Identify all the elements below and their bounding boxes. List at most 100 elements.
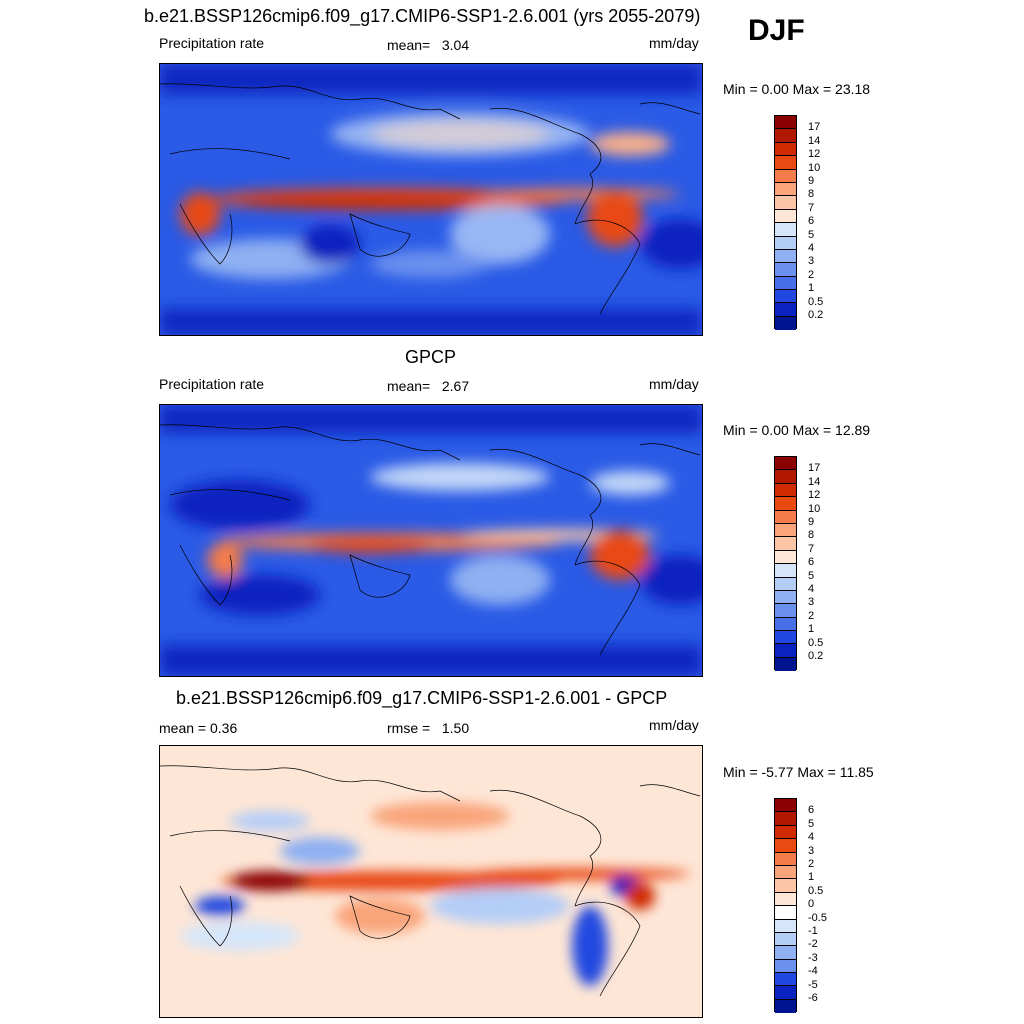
colorbar-tick-label: 3 — [808, 596, 815, 609]
colorbar-tick-label: -5 — [808, 978, 818, 991]
panel-1-colorbar — [774, 115, 797, 331]
panel-2-stat-value: 2.67 — [441, 378, 470, 394]
panel-1-units: mm/day — [649, 35, 699, 51]
colorbar-tick-label: -4 — [808, 965, 818, 978]
panel-2-units: mm/day — [649, 376, 699, 392]
colorbar-swatch — [775, 303, 796, 317]
panel-1-variable-label: Precipitation rate — [159, 35, 265, 51]
colorbar-tick-label: 9 — [808, 175, 815, 187]
colorbar-tick-label: 2 — [808, 268, 815, 281]
panel-3-colorbar — [774, 798, 797, 1014]
colorbar-tick-label: 14 — [808, 134, 821, 147]
colorbar-swatch — [775, 182, 796, 197]
colorbar-swatch — [775, 644, 796, 658]
colorbar-swatch — [775, 657, 796, 672]
colorbar-tick-label: 6 — [808, 556, 815, 569]
panel-3-stat: rmse = 1.50 — [387, 720, 469, 736]
colorbar-tick-label: 8 — [808, 529, 815, 542]
colorbar-swatch — [775, 564, 796, 578]
panel-3-stat-value: 1.50 — [441, 720, 470, 736]
colorbar-swatch — [775, 457, 796, 471]
colorbar-tick-label: 17 — [808, 462, 821, 475]
colorbar-swatch — [775, 537, 796, 551]
colorbar-swatch — [775, 932, 796, 947]
colorbar-swatch — [775, 839, 796, 853]
colorbar-swatch — [775, 865, 796, 880]
colorbar-swatch — [775, 973, 796, 987]
panel-2-variable-label: Precipitation rate — [159, 376, 265, 392]
colorbar-tick-label: 3 — [808, 255, 815, 268]
colorbar-swatch — [775, 290, 796, 304]
colorbar-tick-label: 4 — [808, 242, 815, 254]
panel-1-stat-value: 3.04 — [441, 37, 470, 53]
colorbar-tick-label: -0.5 — [808, 911, 827, 924]
colorbar-tick-label: 8 — [808, 188, 815, 201]
colorbar-swatch — [775, 631, 796, 645]
colorbar-tick-label: 0.2 — [808, 309, 824, 321]
panel-3-map — [159, 745, 703, 1018]
panel-1-title: b.e21.BSSP126cmip6.f09_g17.CMIP6-SSP1-2.… — [144, 6, 701, 26]
colorbar-tick-label: 0.5 — [808, 884, 824, 897]
colorbar-swatch — [775, 946, 796, 960]
colorbar-swatch — [775, 879, 796, 893]
panel-3-title: b.e21.BSSP126cmip6.f09_g17.CMIP6-SSP1-2.… — [176, 688, 668, 708]
season-label: DJF — [748, 14, 805, 47]
colorbar-tick-label: 5 — [808, 817, 815, 830]
colorbar-tick-label: 9 — [808, 516, 815, 528]
colorbar-swatch — [775, 919, 796, 933]
colorbar-tick-label: 3 — [808, 844, 815, 857]
colorbar-swatch — [775, 497, 796, 511]
colorbar-swatch — [775, 577, 796, 591]
colorbar-tick-label: 0.2 — [808, 650, 824, 662]
panel-1-map — [159, 63, 703, 336]
panel-3-units: mm/day — [649, 717, 699, 733]
colorbar-swatch — [775, 276, 796, 291]
colorbar-tick-label: 5 — [808, 569, 815, 582]
colorbar-tick-label: 5 — [808, 228, 815, 241]
colorbar-tick-label: -1 — [808, 925, 818, 937]
colorbar-tick-label: -6 — [808, 992, 818, 1004]
colorbar-swatch — [775, 129, 796, 143]
colorbar-swatch — [775, 470, 796, 484]
colorbar-swatch — [775, 906, 796, 920]
colorbar-tick-label: 7 — [808, 201, 815, 214]
colorbar-swatch — [775, 209, 796, 224]
colorbar-tick-label: 7 — [808, 542, 815, 555]
colorbar-swatch — [775, 142, 796, 157]
colorbar-swatch — [775, 892, 796, 907]
colorbar-tick-label: 2 — [808, 609, 815, 622]
panel-2-stat: mean= 2.67 — [387, 378, 469, 394]
colorbar-swatch — [775, 799, 796, 813]
colorbar-tick-label: 0.5 — [808, 636, 824, 649]
colorbar-tick-label: -3 — [808, 951, 818, 964]
panel-2-title: GPCP — [405, 347, 457, 367]
colorbar-swatch — [775, 249, 796, 264]
panel-3-minmax: Min = -5.77 Max = 11.85 — [723, 764, 874, 780]
colorbar-swatch — [775, 986, 796, 1000]
colorbar-tick-label: 17 — [808, 121, 821, 134]
colorbar-swatch — [775, 604, 796, 618]
panel-1-stat-label: mean= — [387, 37, 431, 53]
colorbar-swatch — [775, 263, 796, 277]
colorbar-tick-label: 1 — [808, 871, 815, 884]
colorbar-swatch — [775, 959, 796, 974]
colorbar-tick-label: 6 — [808, 215, 815, 228]
colorbar-tick-label: 0.5 — [808, 295, 824, 308]
colorbar-swatch — [775, 236, 796, 250]
panel-2-colorbar — [774, 456, 797, 672]
colorbar-swatch — [775, 617, 796, 632]
colorbar-swatch — [775, 510, 796, 524]
colorbar-swatch — [775, 116, 796, 130]
panel-1-minmax: Min = 0.00 Max = 23.18 — [723, 81, 871, 97]
colorbar-tick-label: 2 — [808, 858, 815, 870]
colorbar-swatch — [775, 483, 796, 498]
colorbar-swatch — [775, 316, 796, 331]
colorbar-tick-label: 1 — [808, 623, 815, 636]
panel-2-minmax: Min = 0.00 Max = 12.89 — [723, 422, 871, 438]
colorbar-tick-label: -2 — [808, 938, 818, 951]
colorbar-swatch — [775, 523, 796, 538]
panel-1-stat: mean= 3.04 — [387, 37, 469, 53]
panel-2-map — [159, 404, 703, 677]
panel-3-mean-label: mean = 0.36 — [159, 720, 238, 736]
panel-2-stat-label: mean= — [387, 378, 431, 394]
